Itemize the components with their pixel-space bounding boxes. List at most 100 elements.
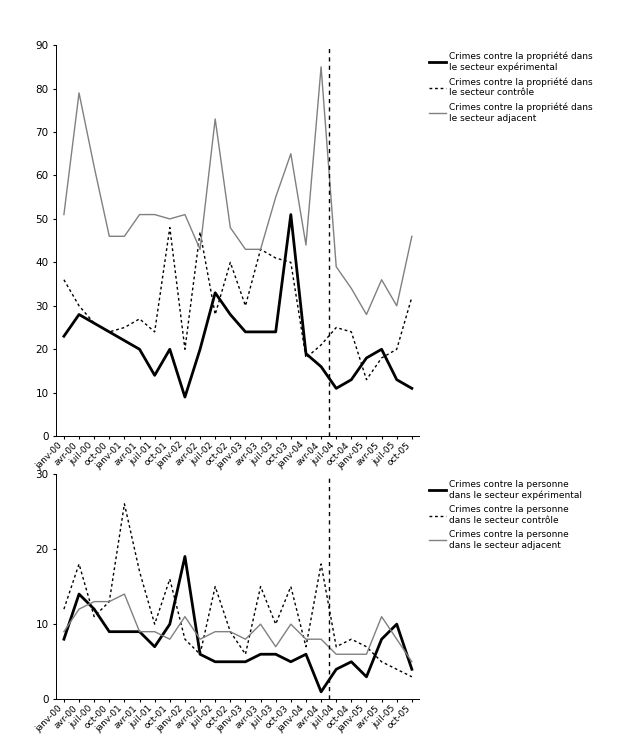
Crimes contre la propriété dans
le secteur adjacent	[181, 210, 188, 219]
Crimes contre la propriété dans
le secteur adjacent	[302, 241, 310, 250]
Crimes contre la personne
dans le secteur adjacent	[242, 635, 249, 644]
Crimes contre la personne
dans le secteur contrôle	[362, 642, 370, 651]
Crimes contre la personne
dans le secteur expérimental	[151, 642, 158, 651]
Crimes contre la propriété dans
le secteur expérimental	[151, 371, 158, 380]
Crimes contre la propriété dans
le secteur adjacent	[272, 193, 279, 202]
Crimes contre la propriété dans
le secteur contrôle	[347, 327, 355, 336]
Crimes contre la propriété dans
le secteur adjacent	[287, 149, 295, 158]
Crimes contre la propriété dans
le secteur adjacent	[317, 62, 325, 71]
Crimes contre la propriété dans
le secteur adjacent	[106, 232, 113, 241]
Crimes contre la propriété dans
le secteur contrôle	[257, 245, 264, 254]
Crimes contre la propriété dans
le secteur expérimental	[181, 393, 188, 402]
Crimes contre la personne
dans le secteur expérimental	[317, 687, 325, 696]
Line: Crimes contre la propriété dans
le secteur expérimental: Crimes contre la propriété dans le secte…	[64, 214, 412, 397]
Crimes contre la propriété dans
le secteur contrôle	[287, 258, 295, 267]
Crimes contre la personne
dans le secteur expérimental	[197, 650, 204, 659]
Crimes contre la propriété dans
le secteur expérimental	[90, 319, 98, 328]
Crimes contre la propriété dans
le secteur expérimental	[212, 288, 219, 297]
Crimes contre la personne
dans le secteur expérimental	[408, 665, 416, 674]
Crimes contre la personne
dans le secteur expérimental	[227, 657, 234, 666]
Crimes contre la personne
dans le secteur expérimental	[302, 650, 310, 659]
Crimes contre la propriété dans
le secteur contrôle	[75, 302, 83, 311]
Crimes contre la personne
dans le secteur contrôle	[272, 620, 279, 629]
Crimes contre la personne
dans le secteur expérimental	[106, 627, 113, 636]
Crimes contre la personne
dans le secteur adjacent	[121, 590, 128, 599]
Crimes contre la propriété dans
le secteur contrôle	[136, 314, 143, 323]
Crimes contre la propriété dans
le secteur expérimental	[60, 332, 68, 341]
Crimes contre la propriété dans
le secteur adjacent	[90, 162, 98, 171]
Crimes contre la personne
dans le secteur expérimental	[60, 635, 68, 644]
Crimes contre la propriété dans
le secteur expérimental	[242, 327, 249, 336]
Crimes contre la personne
dans le secteur adjacent	[75, 605, 83, 614]
Crimes contre la personne
dans le secteur expérimental	[362, 672, 370, 681]
Crimes contre la personne
dans le secteur adjacent	[212, 627, 219, 636]
Line: Crimes contre la personne
dans le secteur adjacent: Crimes contre la personne dans le secteu…	[64, 594, 412, 662]
Crimes contre la propriété dans
le secteur expérimental	[197, 344, 204, 353]
Crimes contre la propriété dans
le secteur expérimental	[302, 349, 310, 358]
Crimes contre la propriété dans
le secteur contrôle	[272, 253, 279, 262]
Crimes contre la personne
dans le secteur adjacent	[197, 635, 204, 644]
Crimes contre la personne
dans le secteur adjacent	[166, 635, 173, 644]
Crimes contre la personne
dans le secteur contrôle	[151, 620, 158, 629]
Crimes contre la personne
dans le secteur adjacent	[227, 627, 234, 636]
Crimes contre la propriété dans
le secteur expérimental	[347, 375, 355, 384]
Crimes contre la personne
dans le secteur expérimental	[212, 657, 219, 666]
Crimes contre la personne
dans le secteur contrôle	[75, 559, 83, 569]
Crimes contre la personne
dans le secteur expérimental	[75, 590, 83, 599]
Crimes contre la propriété dans
le secteur expérimental	[393, 375, 401, 384]
Crimes contre la personne
dans le secteur contrôle	[60, 605, 68, 614]
Crimes contre la propriété dans
le secteur expérimental	[378, 344, 386, 353]
Crimes contre la propriété dans
le secteur expérimental	[332, 384, 340, 393]
Crimes contre la propriété dans
le secteur adjacent	[227, 223, 234, 232]
Crimes contre la personne
dans le secteur adjacent	[393, 635, 401, 644]
Crimes contre la propriété dans
le secteur adjacent	[408, 232, 416, 241]
Crimes contre la personne
dans le secteur contrôle	[136, 567, 143, 576]
Crimes contre la propriété dans
le secteur expérimental	[136, 344, 143, 353]
Crimes contre la personne
dans le secteur contrôle	[408, 672, 416, 681]
Crimes contre la personne
dans le secteur contrôle	[181, 635, 188, 644]
Crimes contre la personne
dans le secteur contrôle	[302, 642, 310, 651]
Crimes contre la personne
dans le secteur adjacent	[257, 620, 264, 629]
Crimes contre la propriété dans
le secteur adjacent	[212, 114, 219, 123]
Crimes contre la personne
dans le secteur expérimental	[332, 665, 340, 674]
Crimes contre la propriété dans
le secteur adjacent	[378, 275, 386, 284]
Crimes contre la personne
dans le secteur adjacent	[181, 612, 188, 621]
Crimes contre la propriété dans
le secteur expérimental	[287, 210, 295, 219]
Crimes contre la personne
dans le secteur adjacent	[378, 612, 386, 621]
Crimes contre la propriété dans
le secteur expérimental	[408, 384, 416, 393]
Crimes contre la personne
dans le secteur adjacent	[302, 635, 310, 644]
Crimes contre la personne
dans le secteur adjacent	[106, 597, 113, 606]
Crimes contre la propriété dans
le secteur expérimental	[166, 344, 173, 353]
Crimes contre la propriété dans
le secteur adjacent	[121, 232, 128, 241]
Crimes contre la personne
dans le secteur adjacent	[362, 650, 370, 659]
Crimes contre la propriété dans
le secteur contrôle	[378, 353, 386, 362]
Crimes contre la propriété dans
le secteur contrôle	[106, 327, 113, 336]
Crimes contre la personne
dans le secteur contrôle	[90, 612, 98, 621]
Line: Crimes contre la personne
dans le secteur contrôle: Crimes contre la personne dans le secteu…	[64, 504, 412, 677]
Crimes contre la personne
dans le secteur contrôle	[378, 657, 386, 666]
Crimes contre la propriété dans
le secteur contrôle	[302, 353, 310, 362]
Crimes contre la propriété dans
le secteur expérimental	[227, 310, 234, 319]
Crimes contre la personne
dans le secteur adjacent	[317, 635, 325, 644]
Crimes contre la propriété dans
le secteur expérimental	[317, 362, 325, 371]
Crimes contre la propriété dans
le secteur expérimental	[121, 336, 128, 345]
Crimes contre la personne
dans le secteur adjacent	[60, 627, 68, 636]
Line: Crimes contre la propriété dans
le secteur adjacent: Crimes contre la propriété dans le secte…	[64, 67, 412, 314]
Crimes contre la propriété dans
le secteur contrôle	[408, 293, 416, 302]
Crimes contre la propriété dans
le secteur contrôle	[212, 310, 219, 319]
Crimes contre la propriété dans
le secteur contrôle	[393, 344, 401, 353]
Crimes contre la propriété dans
le secteur contrôle	[227, 258, 234, 267]
Crimes contre la propriété dans
le secteur adjacent	[242, 245, 249, 254]
Crimes contre la propriété dans
le secteur adjacent	[362, 310, 370, 319]
Crimes contre la personne
dans le secteur contrôle	[197, 650, 204, 659]
Crimes contre la personne
dans le secteur expérimental	[287, 657, 295, 666]
Crimes contre la personne
dans le secteur adjacent	[287, 620, 295, 629]
Crimes contre la personne
dans le secteur contrôle	[287, 582, 295, 591]
Crimes contre la personne
dans le secteur expérimental	[181, 552, 188, 561]
Crimes contre la propriété dans
le secteur contrôle	[197, 227, 204, 236]
Crimes contre la propriété dans
le secteur adjacent	[136, 210, 143, 219]
Crimes contre la propriété dans
le secteur contrôle	[181, 344, 188, 353]
Crimes contre la personne
dans le secteur expérimental	[393, 620, 401, 629]
Crimes contre la personne
dans le secteur adjacent	[136, 627, 143, 636]
Crimes contre la propriété dans
le secteur contrôle	[362, 375, 370, 384]
